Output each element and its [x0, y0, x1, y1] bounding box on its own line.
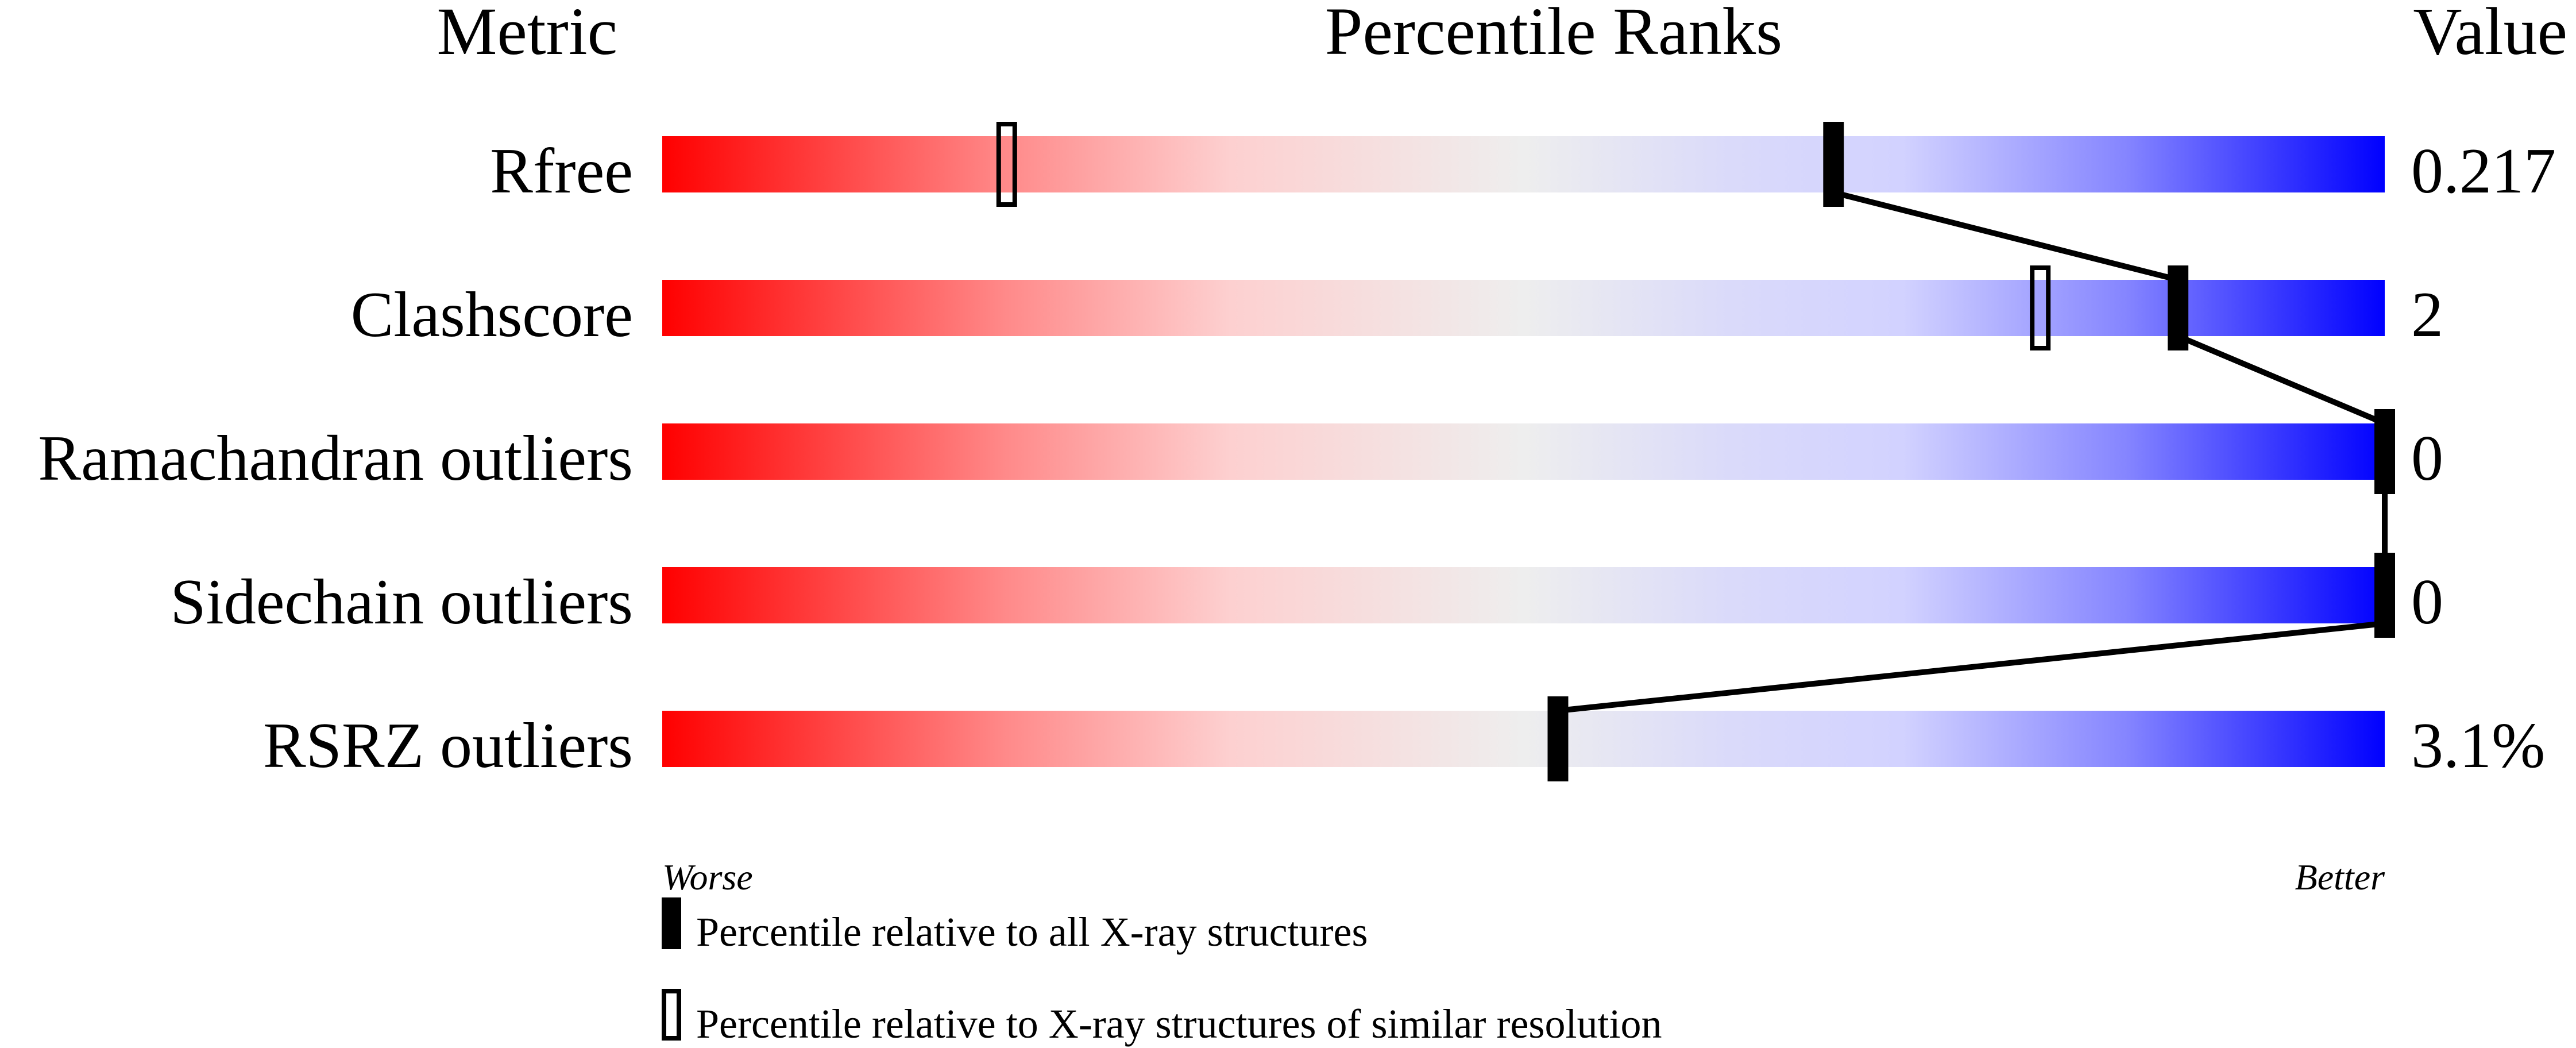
- axis-better-label: Better: [2295, 857, 2385, 897]
- percentile-bar: [662, 567, 2385, 623]
- similar-resolution-marker: [996, 122, 1017, 207]
- header-value: Value: [2413, 0, 2567, 69]
- axis-worse-label: Worse: [662, 857, 753, 897]
- connector-line: [1833, 190, 2179, 283]
- all-structures-marker: [1823, 122, 1844, 207]
- metric-label: Sidechain outliers: [170, 567, 633, 638]
- legend-filled-marker: [662, 897, 681, 949]
- metric-row: Rfree 0.217: [490, 136, 2556, 207]
- metric-label: RSRZ outliers: [263, 710, 633, 781]
- legend-all-label: Percentile relative to all X-ray structu…: [696, 909, 1368, 955]
- all-structures-marker: [1547, 696, 1569, 781]
- metric-value: 3.1%: [2411, 710, 2545, 781]
- all-structures-marker: [2374, 553, 2395, 638]
- metric-row: RSRZ outliers 3.1%: [263, 710, 2545, 781]
- metric-value: 2: [2411, 279, 2443, 350]
- metric-value: 0: [2411, 423, 2443, 494]
- legend-open-marker: [662, 989, 681, 1041]
- similar-resolution-marker: [2030, 265, 2051, 350]
- connector-line: [1557, 621, 2385, 714]
- all-structures-marker: [2374, 409, 2395, 494]
- legend-similar-label: Percentile relative to X-ray structures …: [696, 1001, 1662, 1047]
- percentile-bar: [662, 711, 2385, 767]
- metric-label: Clashscore: [351, 279, 633, 350]
- percentile-bar: [662, 423, 2385, 480]
- percentile-bar: [662, 136, 2385, 192]
- metric-value: 0.217: [2411, 136, 2556, 207]
- all-structures-marker: [2168, 265, 2189, 350]
- metric-value: 0: [2411, 567, 2443, 638]
- metric-row: Clashscore 2: [351, 279, 2443, 350]
- metric-row: Sidechain outliers 0: [170, 567, 2443, 638]
- header-percentile-ranks: Percentile Ranks: [1325, 0, 1782, 69]
- header-metric: Metric: [437, 0, 617, 69]
- metric-label: Rfree: [490, 136, 633, 207]
- connector-line: [2177, 333, 2386, 426]
- metric-row: Ramachandran outliers 0: [38, 423, 2443, 494]
- metric-label: Ramachandran outliers: [38, 423, 633, 494]
- percentile-bar: [662, 280, 2385, 336]
